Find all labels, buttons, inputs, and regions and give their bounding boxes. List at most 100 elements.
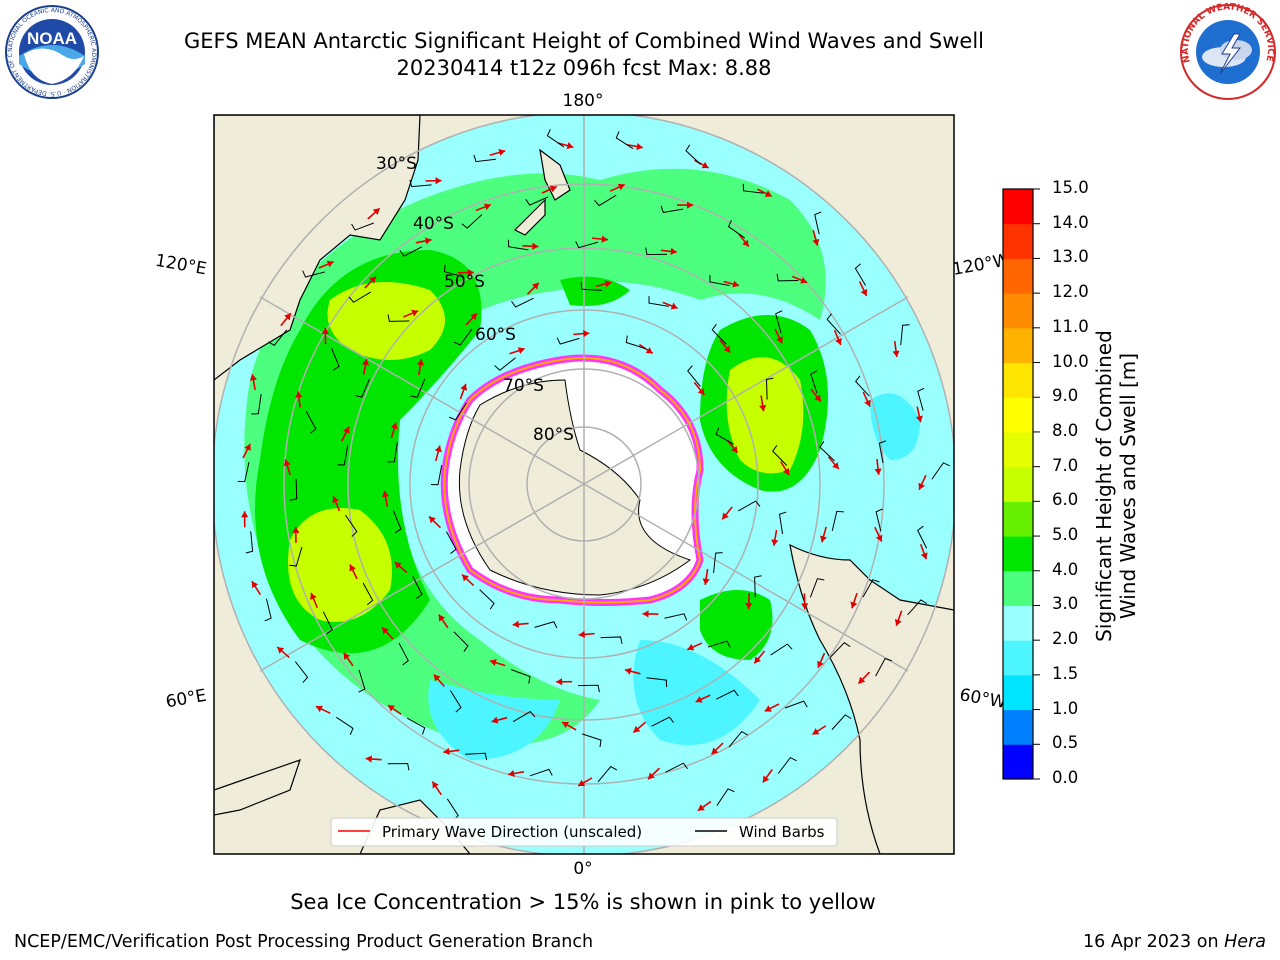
- wind-barb: [917, 387, 925, 411]
- wind-barb: [534, 621, 558, 629]
- wave-arrow-head: [864, 399, 871, 407]
- noaa-logo: NOAA NATIONAL OCEANIC AND ATMOSPHERIC AD…: [4, 4, 99, 99]
- wave-arrow-head: [326, 260, 334, 268]
- wave-arrow-head: [390, 422, 398, 430]
- colorbar-band: [1003, 258, 1033, 294]
- wind-barb: [336, 716, 354, 735]
- wind-barb: [331, 347, 340, 371]
- wave-arrow-head: [387, 705, 395, 712]
- colorbar-tick-label: 12.0: [1052, 282, 1089, 302]
- wind-barb: [625, 335, 646, 350]
- wind-barb: [809, 578, 825, 598]
- wave-arrow-head: [277, 647, 285, 654]
- wind-barb: [449, 690, 462, 713]
- wave-arrow-head: [759, 404, 767, 412]
- wave-arrow-head: [578, 630, 585, 639]
- wind-barb: [410, 378, 426, 398]
- wave-arrow-head: [697, 804, 705, 811]
- colorbar-tick-label: 4.0: [1052, 559, 1079, 579]
- wave-arrow-head: [723, 345, 731, 353]
- wave-arrow-head: [433, 674, 441, 682]
- wave-arrow-head: [244, 443, 251, 451]
- wind-barb: [819, 441, 835, 462]
- wave-arrow-head: [343, 426, 350, 434]
- chart-subtitle: 20230414 t12z 096h fcst Max: 8.88: [396, 56, 772, 80]
- colorbar-frame: [1002, 188, 1034, 780]
- colorbar-tick-label: 13.0: [1052, 247, 1089, 267]
- wave-arrow-head: [633, 725, 641, 733]
- wave-arrow-head: [411, 309, 419, 317]
- wind-barb: [348, 291, 372, 303]
- colorbar-tick-label: 8.0: [1052, 420, 1079, 440]
- svg-text:Primary Wave Direction (unscal: Primary Wave Direction (unscaled): [382, 823, 642, 841]
- colorbar-tick-label: 14.0: [1052, 212, 1089, 232]
- wave-arrow-head: [578, 779, 586, 787]
- wind-barb: [660, 205, 684, 213]
- colorbar-tick-label: 7.0: [1052, 455, 1079, 475]
- wave-arrow-head: [782, 468, 790, 476]
- wave-arrow-head: [549, 185, 557, 193]
- colorbar-tick-label: 1.0: [1052, 698, 1079, 718]
- wind-barb: [778, 511, 787, 535]
- wave-arrow-head: [722, 512, 729, 520]
- wind-barb: [770, 643, 793, 656]
- wind-barb: [351, 222, 374, 231]
- wind-barb: [907, 599, 928, 616]
- wind-barb: [446, 531, 457, 554]
- wave-arrow-head: [369, 276, 376, 284]
- wind-barb: [878, 440, 887, 464]
- wave-arrow-head: [687, 643, 695, 651]
- wave-arrow-head: [832, 462, 839, 470]
- colorbar-tick-label: 0.0: [1052, 768, 1079, 787]
- wind-barb: [600, 636, 623, 644]
- wind-barb: [737, 500, 761, 512]
- wind-barb: [546, 129, 565, 148]
- wave-arrow-head: [284, 313, 291, 321]
- wind-barb: [322, 611, 333, 635]
- wind-barb: [917, 525, 928, 549]
- map-frame: [213, 114, 955, 855]
- wave-arrow-head: [702, 578, 710, 585]
- svg-text:NOAA: NOAA: [27, 29, 77, 48]
- wind-barb: [716, 689, 739, 700]
- wind-barb: [707, 640, 731, 648]
- wave-arrow-head: [321, 327, 330, 334]
- wind-barb: [713, 552, 723, 574]
- svg-text:70°S: 70°S: [503, 376, 544, 396]
- colorbar-tick-label: 9.0: [1052, 386, 1079, 406]
- wind-barb: [646, 677, 668, 688]
- wind-barb: [831, 714, 852, 731]
- wind-barb: [289, 478, 298, 501]
- wind-barb: [409, 179, 432, 188]
- wave-arrow-head: [483, 203, 491, 211]
- wave-arrow-head: [875, 534, 883, 542]
- wind-barb: [772, 445, 788, 466]
- wave-arrow-head: [731, 445, 738, 453]
- wind-barb: [775, 310, 783, 334]
- wind-barb: [875, 657, 892, 677]
- wave-arrow-head: [315, 705, 323, 713]
- wind-barb: [664, 613, 688, 621]
- wave-arrow-head: [820, 535, 827, 543]
- wind-barb: [648, 296, 669, 307]
- wave-arrow-head: [241, 511, 249, 518]
- colorbar-tick-label: 6.0: [1052, 490, 1079, 510]
- wind-barb: [742, 183, 764, 194]
- wave-arrow-head: [874, 468, 882, 475]
- wave-arrow-head: [438, 614, 446, 622]
- svg-text:120°E: 120°E: [154, 251, 208, 280]
- wave-arrow-head: [498, 148, 506, 156]
- wave-arrow-head: [601, 235, 608, 243]
- wave-arrow-head: [583, 330, 590, 338]
- wind-barb: [494, 357, 516, 371]
- wind-barb: [931, 462, 950, 480]
- wave-arrow-head: [310, 592, 317, 600]
- colorbar-band: [1003, 397, 1033, 433]
- wind-barb: [597, 765, 618, 783]
- colorbar: [1003, 188, 1040, 780]
- wind-barb: [709, 274, 730, 286]
- wind-barb: [267, 329, 288, 347]
- wave-arrow-head: [801, 603, 809, 610]
- wave-arrow-head: [835, 337, 842, 345]
